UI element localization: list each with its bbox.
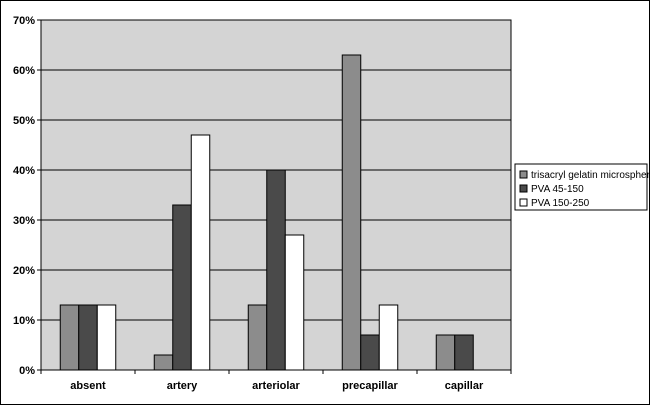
legend-swatch	[519, 170, 528, 179]
x-axis-labels: absent artery arteriolar precapillar capilla…	[40, 370, 512, 392]
grid-lines	[41, 69, 511, 321]
x-category-label: absent	[70, 380, 106, 392]
bar-precapillar-series-3	[378, 304, 399, 371]
bar-arteriolar-series-3	[284, 234, 305, 371]
bars-group	[59, 54, 474, 371]
y-tick-label: 60%	[13, 65, 35, 77]
y-tick-label: 50%	[13, 115, 35, 127]
x-category-label: precapillar	[342, 380, 398, 392]
bar-artery-series-2	[172, 204, 192, 371]
bar-absent-series-3	[96, 304, 117, 371]
bar-precapillar-series-2	[360, 334, 380, 371]
legend-label: PVA 150-250	[531, 198, 590, 209]
y-tick-label: 30%	[13, 215, 35, 227]
bar-capillar-series-2	[454, 334, 474, 371]
y-tick-label: 70%	[13, 15, 35, 27]
legend-label: trisacryl gelatin microspheres	[531, 170, 650, 181]
x-category-label: artery	[167, 380, 198, 392]
y-tick-label: 0%	[19, 365, 35, 377]
bar-absent-series-2	[78, 304, 98, 371]
bar-absent-series-1	[59, 304, 80, 371]
y-tick-label: 10%	[13, 315, 35, 327]
legend-label: PVA 45-150	[531, 184, 584, 195]
legend-swatch	[519, 184, 528, 193]
x-category-label: arteriolar	[252, 380, 300, 392]
x-category-label: capillar	[445, 380, 484, 392]
bar-arteriolar-series-2	[266, 169, 286, 371]
bar-precapillar-series-1	[341, 54, 362, 371]
bar-artery-series-3	[190, 134, 211, 371]
y-tick-label: 20%	[13, 265, 35, 277]
y-axis-ticks: 0% 10% 20% 30% 40% 50% 60% 70%	[13, 15, 41, 377]
bar-artery-series-1	[153, 354, 174, 371]
bar-arteriolar-series-1	[247, 304, 268, 371]
legend-swatch	[519, 198, 528, 207]
legend: trisacryl gelatin microspheres PVA 45-150…	[514, 163, 650, 211]
legend-box	[514, 163, 648, 211]
bar-capillar-series-1	[435, 334, 456, 371]
y-tick-label: 40%	[13, 165, 35, 177]
